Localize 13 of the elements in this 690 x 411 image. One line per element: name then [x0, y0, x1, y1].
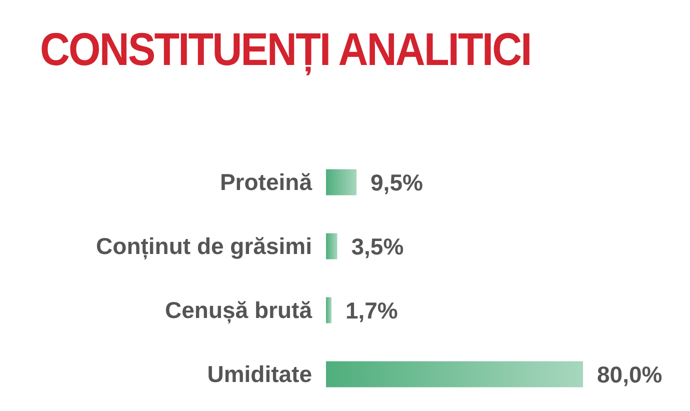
- data-label: 1,7%: [345, 297, 398, 324]
- y-tick-label: Cenușă brută: [165, 297, 312, 324]
- y-tick-label: Umiditate: [207, 361, 312, 388]
- chart-title: CONSTITUENȚI ANALITICI: [40, 22, 531, 76]
- bar: [326, 233, 338, 260]
- data-label: 3,5%: [351, 233, 404, 260]
- y-tick-label: Conținut de grăsimi: [96, 233, 312, 260]
- bar: [326, 361, 583, 388]
- y-tick-label: Proteină: [220, 169, 312, 196]
- bar: [326, 169, 357, 196]
- data-label: 80,0%: [597, 361, 662, 388]
- data-label: 9,5%: [370, 169, 423, 196]
- bar: [326, 297, 332, 324]
